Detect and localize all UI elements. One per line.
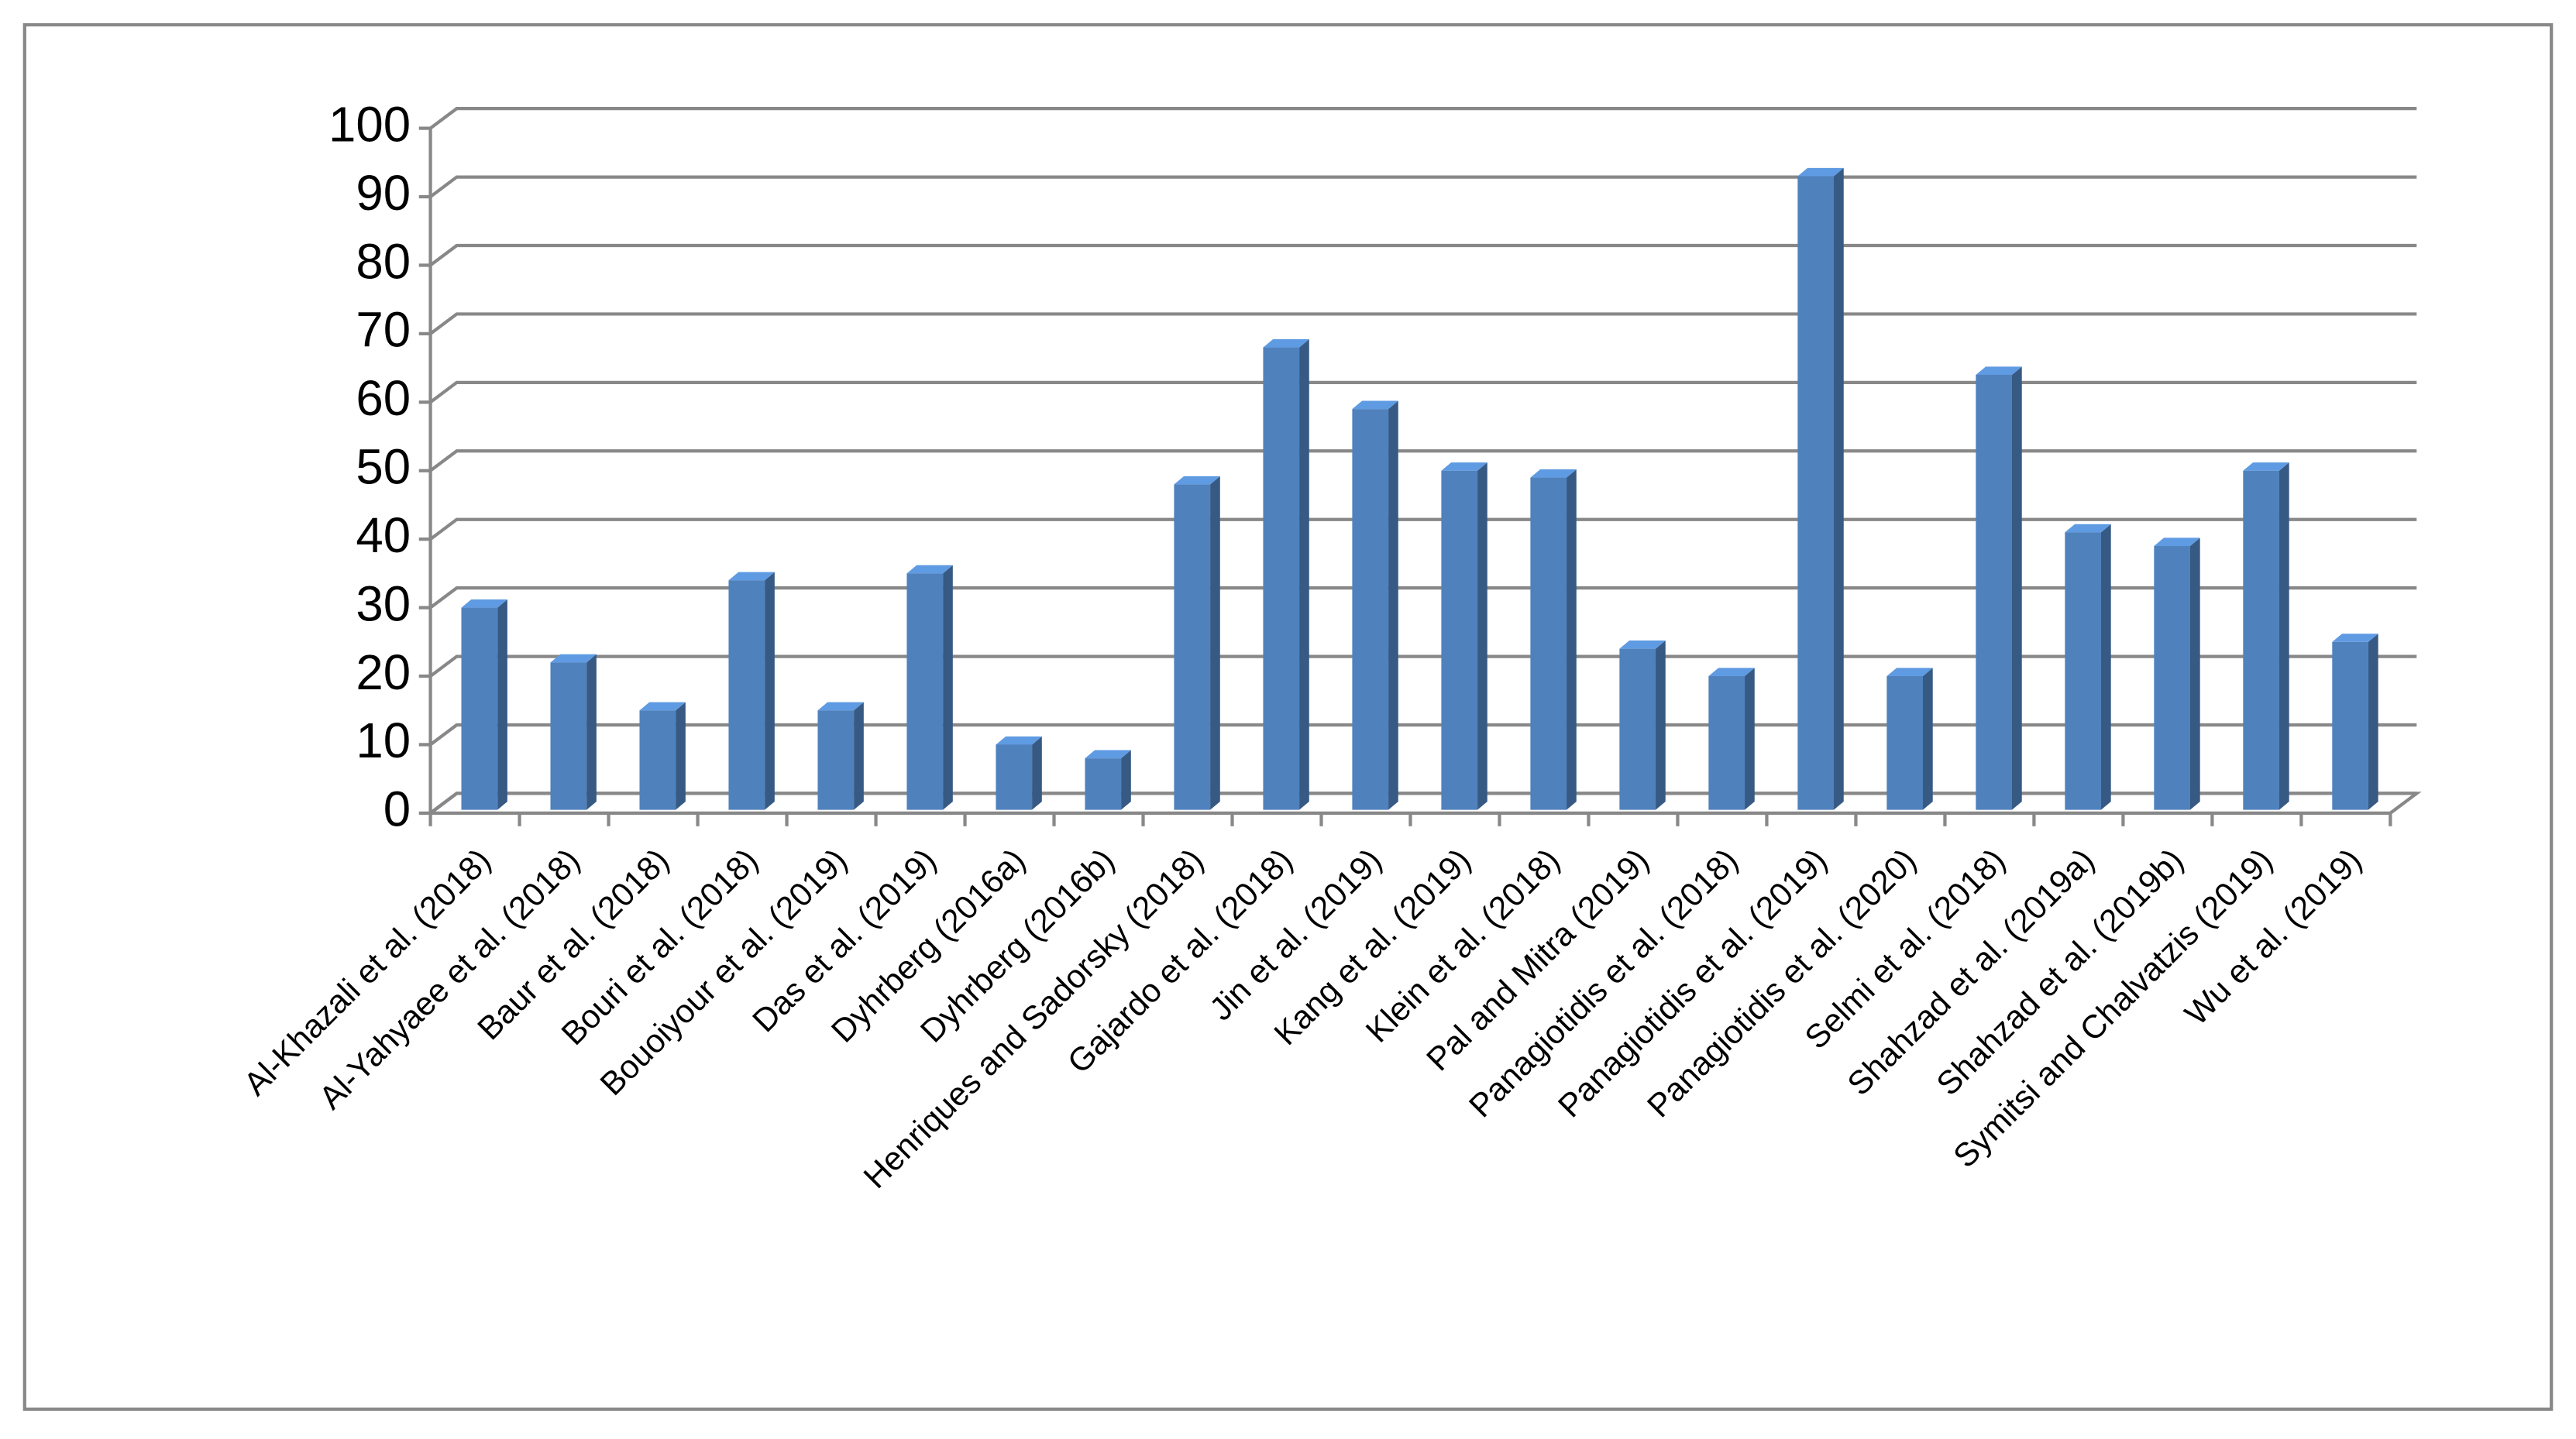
bar	[1441, 470, 1478, 810]
grid-line	[429, 449, 2417, 472]
bar	[817, 710, 855, 810]
grid-line	[429, 586, 2417, 610]
bar-side	[676, 702, 686, 810]
bar	[1708, 676, 1745, 810]
y-tick-label: 60	[356, 371, 411, 426]
bar-top	[1530, 469, 1577, 478]
bar-top	[2332, 634, 2378, 642]
bar-top	[906, 565, 953, 574]
bar	[2332, 641, 2368, 810]
bar-top	[550, 654, 597, 663]
y-tick-label: 70	[356, 303, 411, 358]
grid-line	[429, 792, 2417, 815]
bar-top	[1085, 750, 1131, 759]
grid-line	[429, 243, 2417, 267]
y-tick-label: 30	[356, 576, 411, 631]
bar-side	[2279, 462, 2289, 810]
bar	[2065, 532, 2101, 810]
bar	[550, 662, 587, 810]
bar-side	[1923, 668, 1933, 810]
bar	[996, 744, 1033, 810]
bar-top	[1263, 338, 1309, 348]
bar-top	[1174, 476, 1220, 485]
bar-top	[639, 702, 686, 711]
bar	[1263, 347, 1300, 810]
grid-line	[429, 107, 2417, 130]
grid-line	[429, 723, 2417, 747]
bar	[1797, 176, 1835, 810]
bar-side	[1299, 338, 1309, 810]
grid-line	[429, 175, 2417, 198]
grid-line	[429, 654, 2417, 678]
bar-side	[1745, 668, 1755, 810]
bar-top	[1797, 167, 1844, 177]
bar-top	[1441, 462, 1487, 471]
bar-top	[1708, 668, 1755, 677]
bar	[728, 580, 765, 810]
bar	[1976, 374, 2012, 810]
bar-top	[1619, 641, 1666, 649]
bar	[1619, 648, 1656, 810]
y-tick-label: 90	[356, 166, 411, 221]
bar-top	[2065, 524, 2111, 533]
bar-side	[1656, 641, 1666, 810]
grid-layer	[418, 107, 2422, 826]
y-tick-label: 0	[383, 782, 411, 837]
bar-top	[1976, 366, 2022, 375]
bar-top	[2154, 537, 2200, 547]
bar-side	[1210, 476, 1220, 810]
bar-side	[2011, 366, 2022, 810]
bar-side	[854, 702, 864, 810]
bar-side	[1567, 469, 1577, 810]
bar	[639, 710, 676, 810]
bar-side	[1477, 462, 1487, 810]
bar-top	[461, 599, 507, 608]
bar	[2154, 546, 2190, 810]
bar-top	[1886, 668, 1933, 677]
y-tick-label: 20	[356, 645, 411, 700]
bar	[1530, 477, 1567, 810]
bar-top	[1352, 400, 1398, 410]
bar-side	[943, 565, 953, 810]
bar-top	[817, 702, 864, 711]
bar-top	[2243, 462, 2289, 471]
bar-side	[586, 654, 597, 810]
bar	[2243, 470, 2279, 810]
bar-side	[2100, 524, 2111, 810]
bar-side	[2368, 634, 2378, 810]
bar	[461, 607, 498, 810]
y-tick-label: 100	[328, 97, 411, 152]
y-tick-label: 80	[356, 234, 411, 289]
bar-side	[1032, 736, 1042, 810]
bar-top	[728, 572, 775, 581]
bar	[1174, 484, 1211, 810]
bar-side	[1834, 167, 1844, 810]
bar-side	[1388, 400, 1398, 810]
bar-top	[996, 736, 1042, 745]
bar-layer	[461, 167, 2378, 810]
bar	[1085, 758, 1122, 810]
grid-line	[429, 312, 2417, 335]
bar-side	[497, 599, 507, 810]
y-tick-label: 50	[356, 440, 411, 495]
bar-side	[1121, 750, 1131, 810]
y-tick-label: 10	[356, 713, 411, 768]
grid-line	[429, 380, 2417, 404]
bar-side	[2189, 537, 2200, 810]
bar	[1352, 409, 1389, 810]
grid-line	[429, 517, 2417, 541]
bar-side	[765, 572, 775, 810]
bar	[1886, 676, 1924, 810]
bar	[906, 573, 944, 810]
y-tick-label: 40	[356, 508, 411, 563]
